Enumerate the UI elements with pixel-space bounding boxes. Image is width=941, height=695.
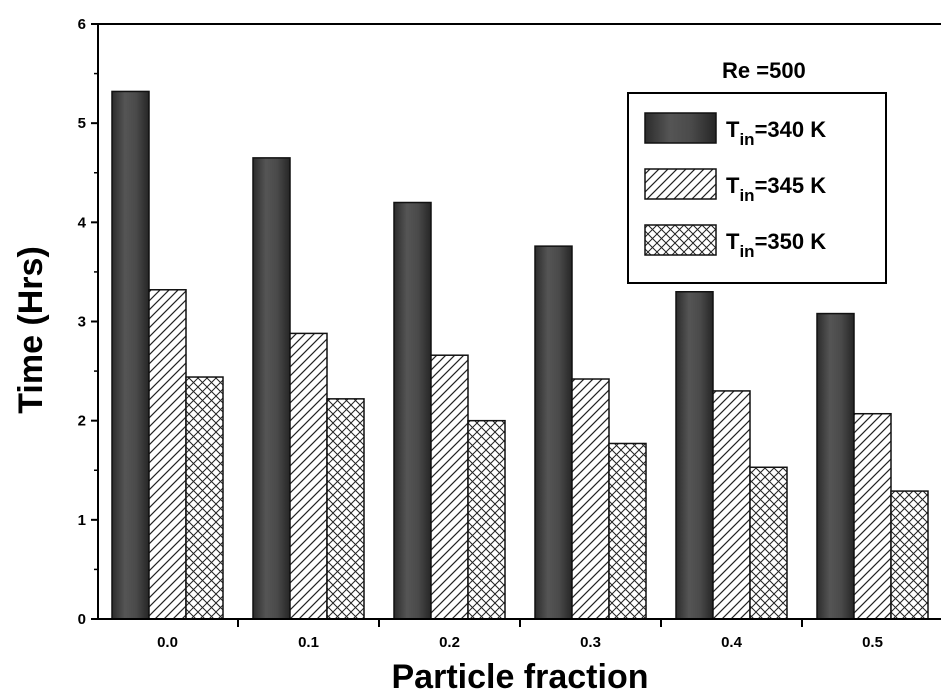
- bar-3-0.0: [185, 376, 224, 620]
- bar-3-0.2: [467, 419, 506, 620]
- bar-3-0.5: [890, 490, 929, 620]
- bars-group: [111, 90, 929, 620]
- legend: Tin=340 K Tin=345 K Tin=350 K: [627, 92, 887, 284]
- legend-label-1: Tin=340 K: [726, 117, 826, 149]
- bar-2-0.0: [148, 289, 187, 620]
- x-axis-title: Particle fraction: [392, 658, 649, 695]
- y-tick-label: 6: [78, 16, 86, 33]
- y-axis-title: Time (Hrs): [12, 246, 50, 414]
- bar-1-0.4: [675, 291, 714, 620]
- bar-1-0.2: [393, 201, 432, 620]
- legend-swatch-1: [644, 112, 717, 144]
- legend-swatch-3: [644, 224, 717, 256]
- legend-label-3: Tin=350 K: [726, 229, 826, 261]
- y-tick-label: 5: [78, 115, 86, 132]
- bar-1-0.3: [534, 245, 573, 620]
- y-tick-label: 4: [78, 214, 87, 231]
- x-tick-label: 0.1: [298, 634, 319, 651]
- legend-label-2: Tin=345 K: [726, 173, 826, 205]
- x-tick-label: 0.0: [157, 634, 178, 651]
- y-tick-label: 1: [78, 512, 86, 529]
- bar-3-0.1: [326, 398, 365, 620]
- y-ticks-group: 0 1 2 3 4 5 6: [78, 16, 98, 628]
- y-tick-label: 0: [78, 611, 86, 628]
- y-tick-label: 3: [78, 314, 86, 331]
- y-tick-label: 2: [78, 413, 86, 430]
- legend-swatch-2: [644, 168, 717, 200]
- x-tick-label: 0.5: [862, 634, 883, 651]
- x-ticks-group: 0.0 0.1 0.2 0.3 0.4 0.5: [157, 619, 883, 651]
- x-tick-label: 0.2: [439, 634, 460, 651]
- bar-2-0.1: [289, 332, 328, 620]
- x-tick-label: 0.4: [721, 634, 743, 651]
- annotation-text: Re =500: [722, 58, 806, 83]
- bar-3-0.4: [749, 466, 788, 620]
- bar-3-0.3: [608, 442, 647, 620]
- bar-2-0.4: [712, 390, 751, 620]
- bar-1-0.5: [816, 312, 855, 620]
- bar-1-0.1: [252, 157, 291, 620]
- bar-1-0.0: [111, 90, 150, 620]
- bar-2-0.5: [853, 412, 892, 620]
- bar-2-0.3: [571, 378, 610, 620]
- x-tick-label: 0.3: [580, 634, 601, 651]
- bar-2-0.2: [430, 354, 469, 620]
